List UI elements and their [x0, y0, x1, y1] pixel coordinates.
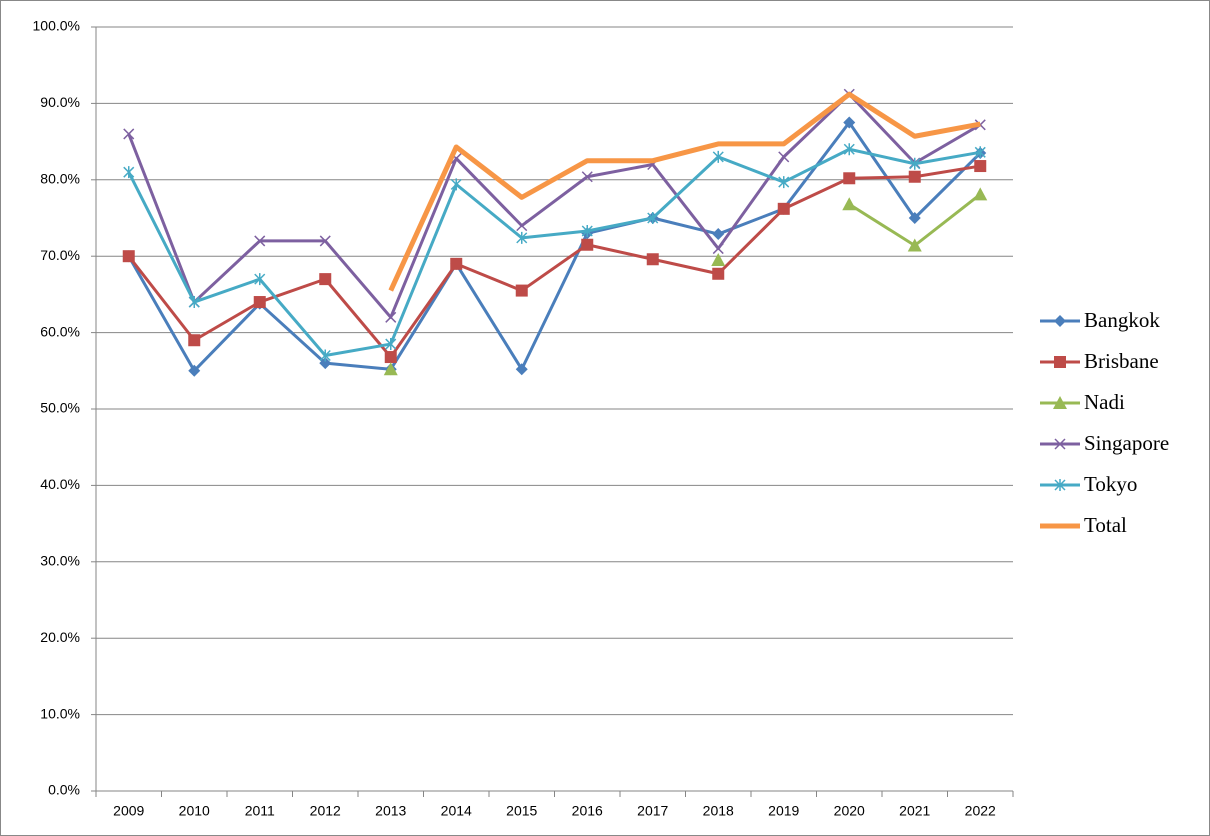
- x-tick-label: 2009: [113, 803, 144, 819]
- marker: [385, 338, 397, 351]
- x-tick-label: 2018: [703, 803, 734, 819]
- marker: [319, 235, 331, 247]
- y-tick-label: 20.0%: [40, 629, 80, 645]
- x-tick-label: 2012: [310, 803, 341, 819]
- marker: [516, 220, 528, 232]
- x-tick-label: 2015: [506, 803, 537, 819]
- marker: [843, 116, 856, 129]
- y-tick-label: 90.0%: [40, 94, 80, 110]
- marker: [515, 363, 528, 376]
- y-tick-label: 50.0%: [40, 400, 80, 416]
- marker: [647, 212, 659, 224]
- marker: [319, 349, 331, 362]
- series: [122, 160, 987, 364]
- marker: [319, 273, 332, 286]
- legend-label: Tokyo: [1084, 472, 1137, 496]
- marker: [778, 151, 790, 163]
- series: [383, 187, 988, 376]
- legend-label: Brisbane: [1084, 349, 1159, 373]
- marker: [1054, 356, 1066, 368]
- x-tick-label: 2019: [768, 803, 799, 819]
- marker: [450, 178, 462, 191]
- x-tick-label: 2017: [637, 803, 668, 819]
- marker: [1053, 396, 1067, 409]
- marker: [907, 238, 922, 252]
- legend-label: Bangkok: [1084, 308, 1160, 332]
- marker: [254, 273, 266, 286]
- marker: [909, 157, 921, 170]
- y-tick-label: 40.0%: [40, 476, 80, 492]
- y-tick-label: 100.0%: [33, 18, 80, 34]
- marker: [516, 231, 528, 244]
- series-line: [127, 121, 982, 373]
- marker: [974, 146, 986, 159]
- marker: [515, 284, 528, 297]
- marker: [581, 171, 593, 183]
- legend-entry: Total: [1040, 513, 1127, 537]
- y-tick-label: 10.0%: [40, 705, 80, 721]
- marker: [908, 212, 921, 224]
- marker: [843, 143, 855, 156]
- marker: [123, 166, 135, 179]
- marker: [581, 238, 594, 251]
- y-tick-label: 0.0%: [48, 782, 80, 798]
- x-tick-label: 2022: [965, 803, 996, 819]
- series: [388, 91, 981, 292]
- legend-entry: Tokyo: [1040, 472, 1137, 496]
- marker: [908, 170, 921, 183]
- x-tick-label: 2011: [245, 803, 275, 819]
- legend-entry: Brisbane: [1040, 349, 1159, 373]
- marker: [712, 267, 725, 280]
- legend-entry: Singapore: [1040, 431, 1169, 455]
- x-tick-label: 2014: [441, 803, 472, 819]
- x-tick-label: 2016: [572, 803, 603, 819]
- marker: [188, 364, 201, 377]
- marker: [778, 176, 790, 189]
- marker: [254, 235, 266, 247]
- y-tick-label: 30.0%: [40, 553, 80, 569]
- legend-label: Nadi: [1084, 390, 1125, 414]
- series-line: [388, 91, 981, 292]
- marker: [319, 357, 332, 370]
- marker: [384, 351, 397, 364]
- x-tick-label: 2013: [375, 803, 406, 819]
- marker: [385, 311, 397, 323]
- marker: [842, 197, 857, 211]
- legend-label: Singapore: [1084, 431, 1169, 455]
- marker: [973, 187, 988, 201]
- x-tick-label: 2021: [899, 803, 930, 819]
- y-tick-label: 60.0%: [40, 323, 80, 339]
- marker: [188, 296, 200, 309]
- marker: [253, 296, 266, 309]
- marker: [122, 250, 135, 263]
- y-tick-label: 80.0%: [40, 171, 80, 187]
- marker: [646, 253, 659, 266]
- marker: [1054, 479, 1066, 491]
- marker: [188, 334, 201, 347]
- legend-entry: Bangkok: [1040, 308, 1160, 332]
- marker: [843, 172, 856, 185]
- series-line: [127, 164, 981, 359]
- legend-label: Total: [1084, 513, 1127, 537]
- marker: [712, 228, 725, 241]
- x-tick-label: 2010: [179, 803, 210, 819]
- marker: [1054, 438, 1066, 450]
- marker: [1054, 315, 1066, 327]
- marker: [711, 253, 726, 267]
- marker: [974, 160, 987, 173]
- marker: [581, 224, 593, 237]
- series-line: [127, 147, 981, 358]
- series: [123, 143, 986, 362]
- marker: [777, 202, 790, 215]
- marker: [383, 362, 398, 376]
- x-tick-label: 2020: [834, 803, 865, 819]
- legend-entry: Nadi: [1040, 390, 1125, 414]
- y-tick-label: 70.0%: [40, 247, 80, 263]
- marker: [123, 128, 135, 140]
- marker: [450, 257, 463, 270]
- marker: [712, 150, 724, 163]
- marker: [712, 243, 724, 255]
